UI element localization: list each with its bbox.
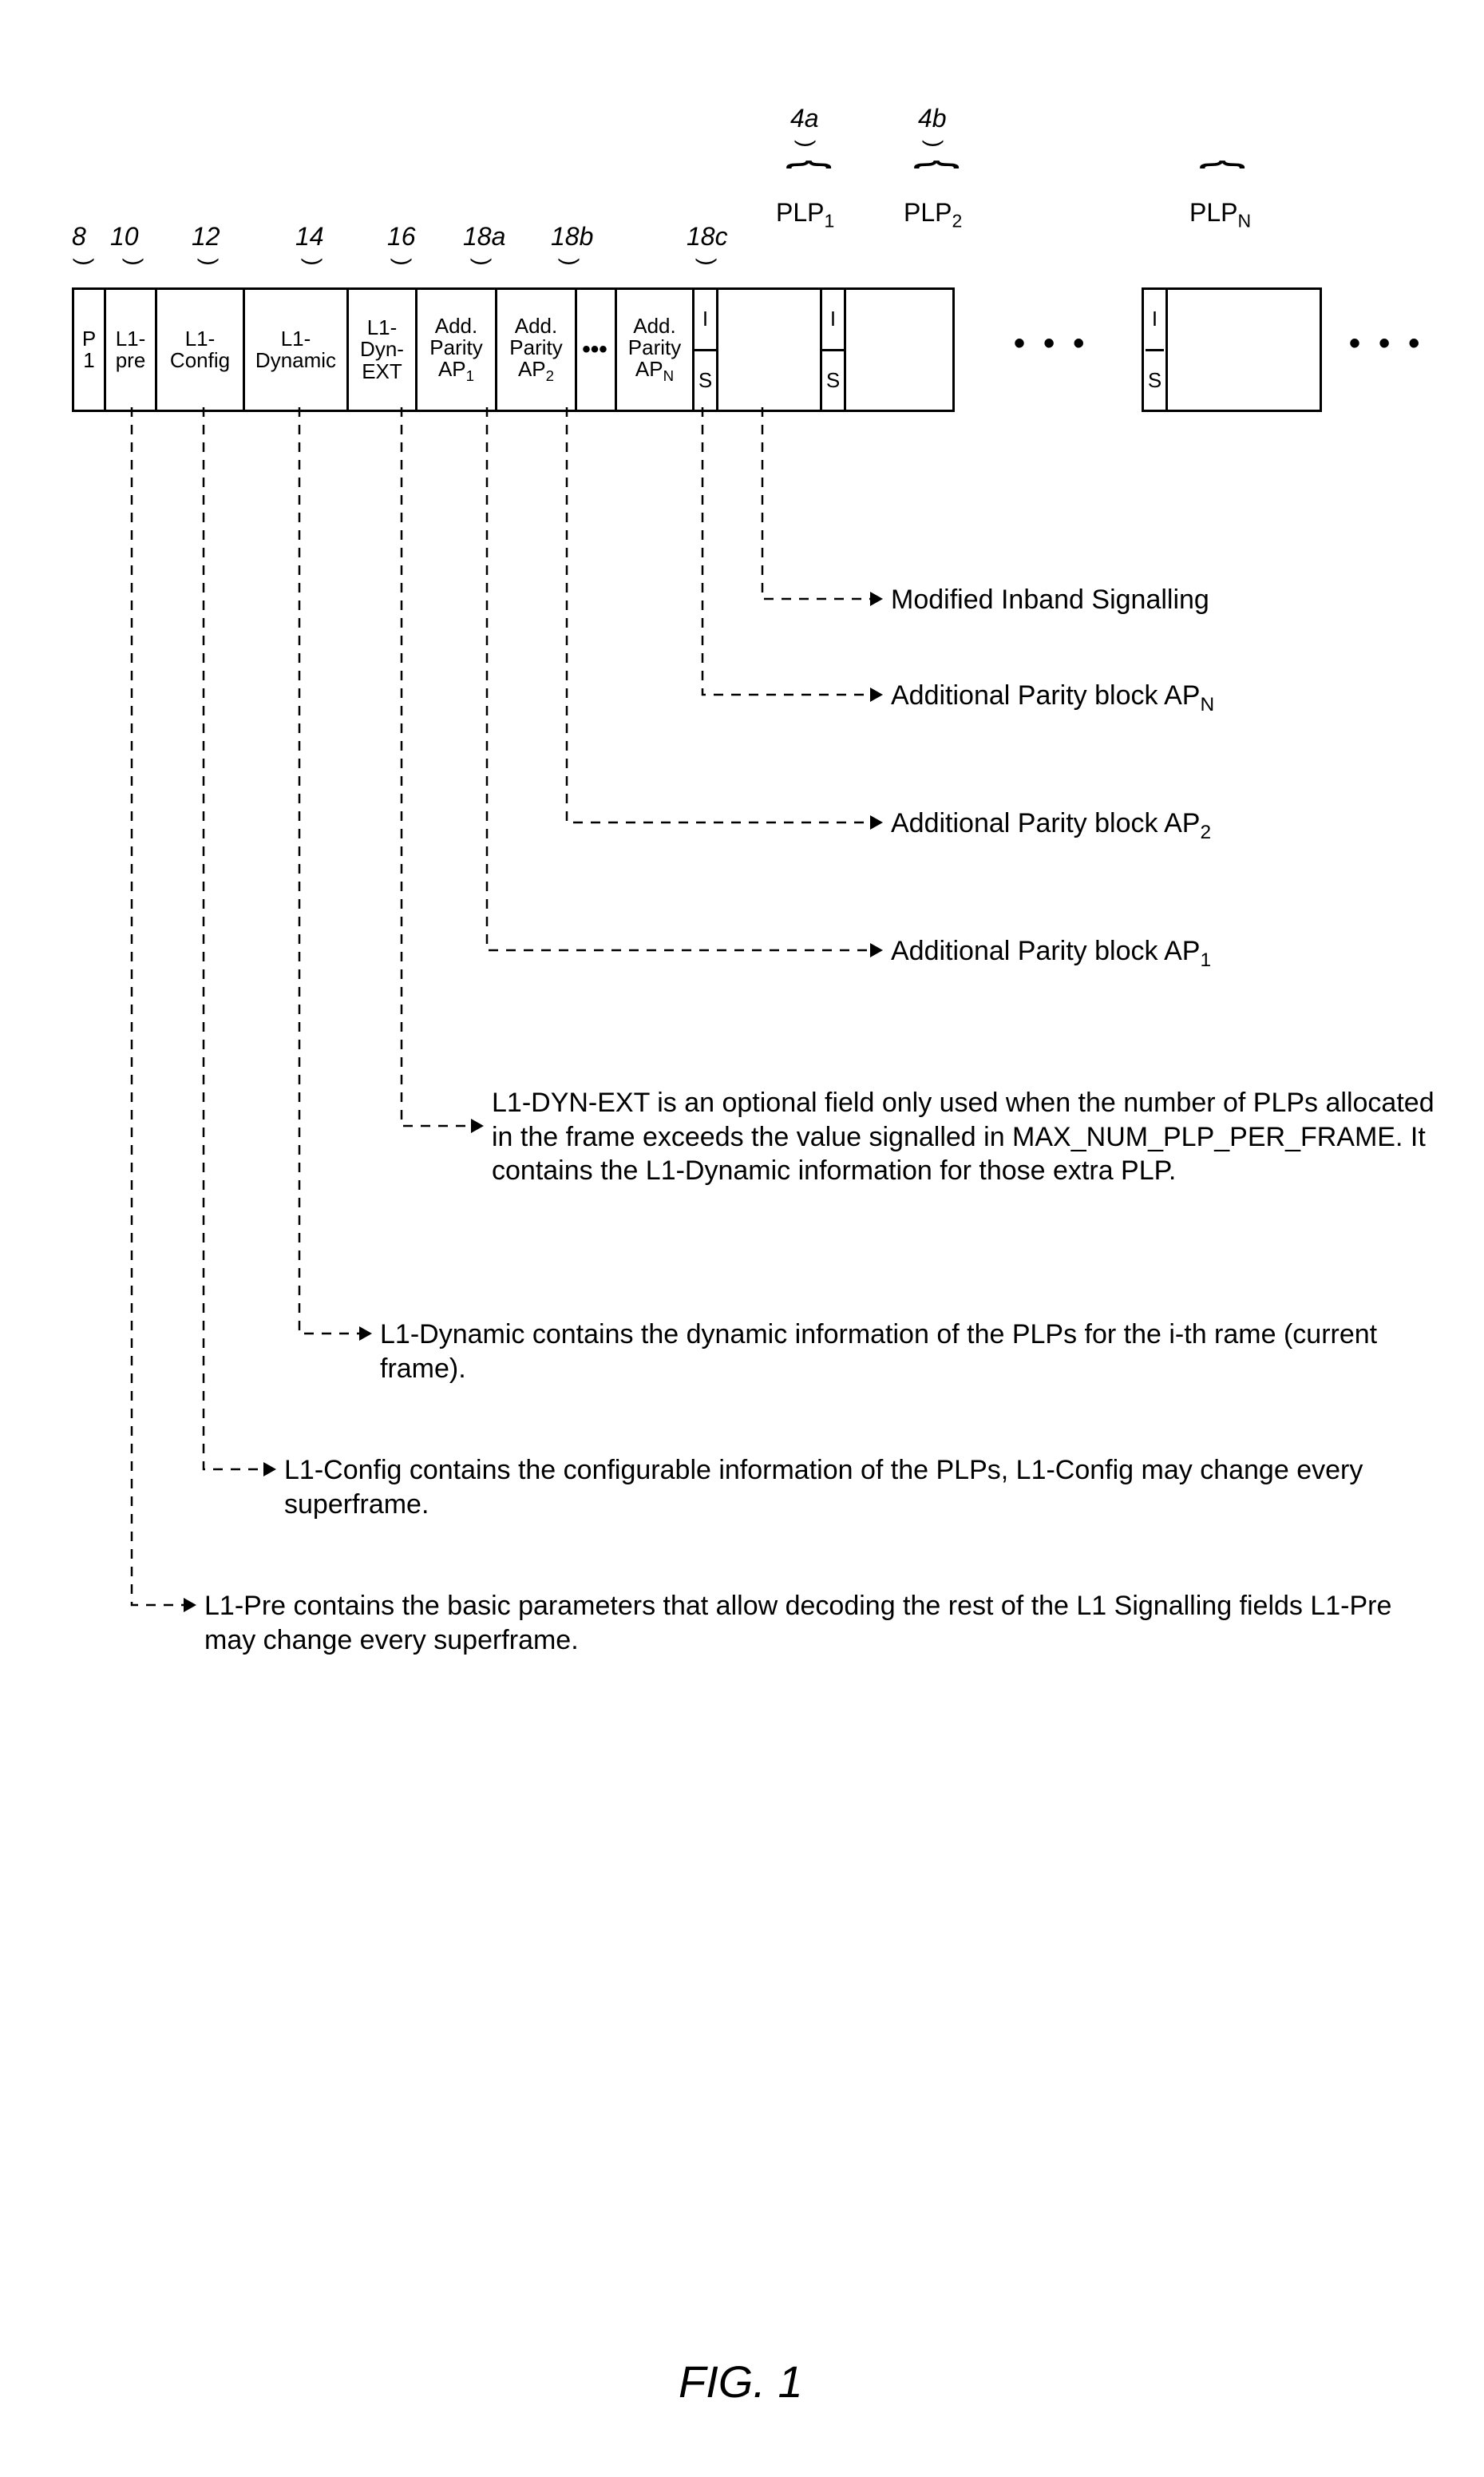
desc-5: L1-Dynamic contains the dynamic informat… <box>380 1318 1445 1385</box>
desc-0: Modified Inband Signalling <box>891 583 1445 617</box>
desc-3: Additional Parity block AP1 <box>891 934 1445 973</box>
figure-wrapper: 81012141618a18b18c4a4b)))))))))) ⏞PLP1⏞P… <box>24 24 1461 2451</box>
figure-label: FIG. 1 <box>679 2356 803 2408</box>
desc-2: Additional Parity block AP2 <box>891 807 1445 845</box>
desc-1: Additional Parity block APN <box>891 679 1445 717</box>
desc-4: L1-DYN-EXT is an optional field only use… <box>492 1086 1445 1188</box>
arrow-layer <box>24 24 1461 2451</box>
desc-7: L1-Pre contains the basic parameters tha… <box>204 1589 1445 1657</box>
desc-6: L1-Config contains the configurable info… <box>284 1453 1445 1521</box>
